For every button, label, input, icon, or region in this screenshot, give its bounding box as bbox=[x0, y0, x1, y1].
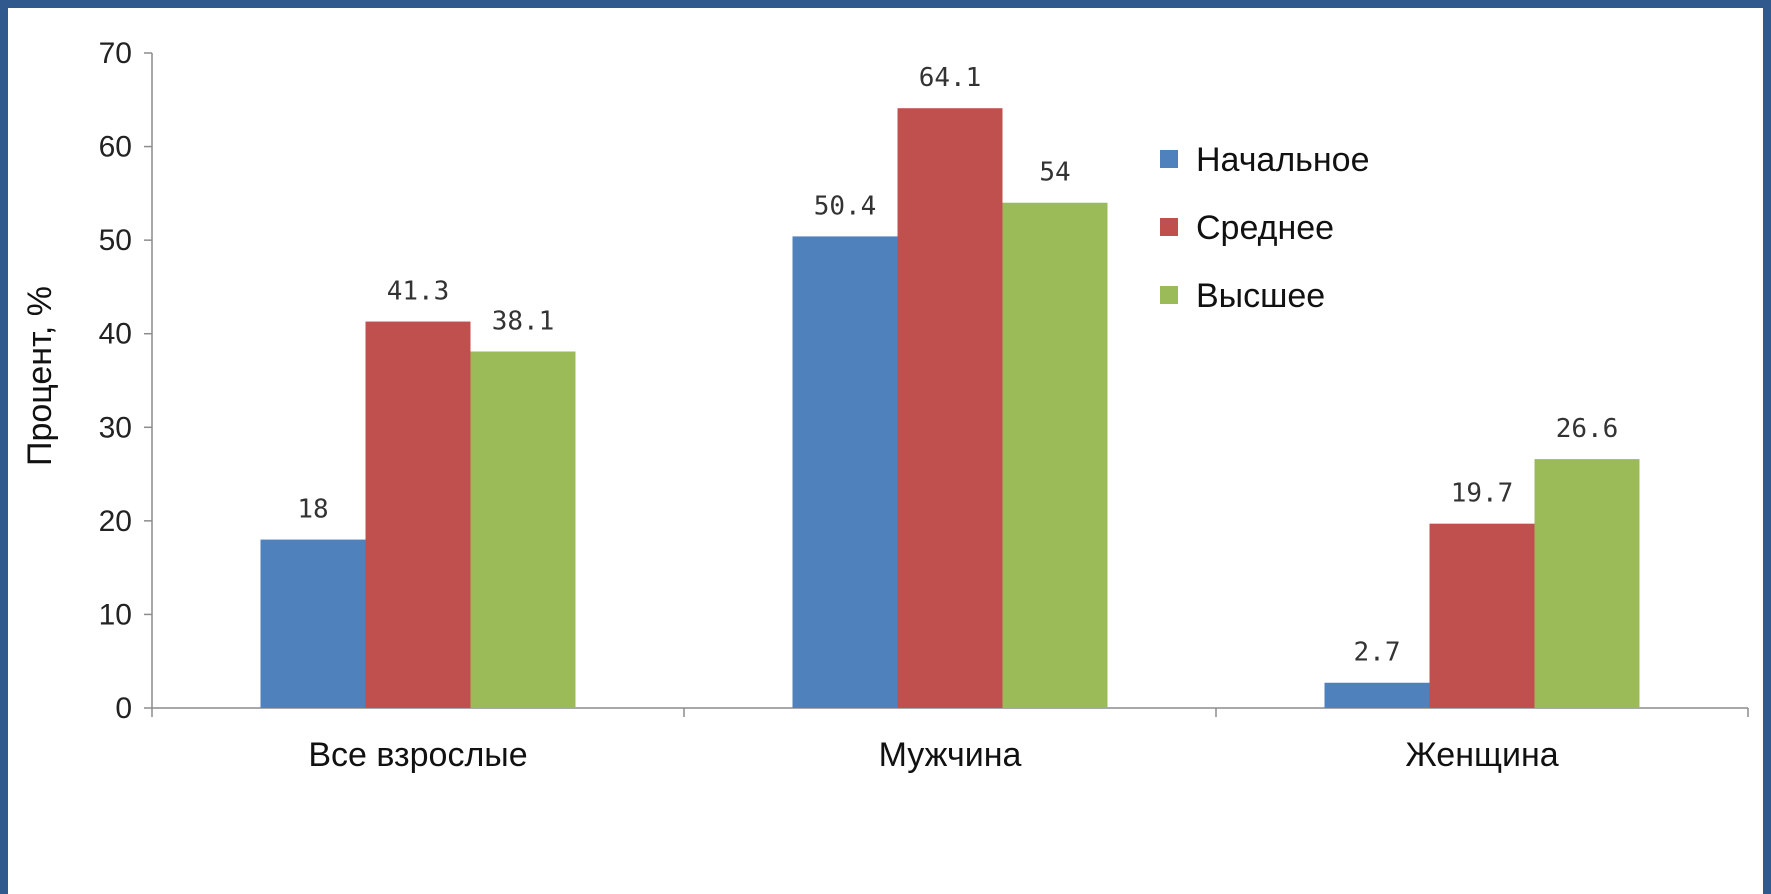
data-label: 41.3 bbox=[387, 277, 450, 307]
y-tick-label: 10 bbox=[99, 598, 132, 631]
y-tick-label: 50 bbox=[99, 224, 132, 257]
data-label: 50.4 bbox=[814, 191, 877, 221]
data-label: 64.1 bbox=[919, 63, 982, 93]
x-category-label: Женщина bbox=[1405, 736, 1558, 774]
bar bbox=[470, 351, 576, 708]
data-label: 19.7 bbox=[1451, 479, 1514, 509]
data-label: 2.7 bbox=[1354, 638, 1401, 668]
x-category-label: Все взрослые bbox=[308, 736, 527, 774]
chart-frame: Процент, % 0 10 20 30 40 50 60 70 Все взрослые Му… bbox=[8, 8, 1763, 894]
y-tick-label: 0 bbox=[115, 692, 132, 725]
y-tick-label: 60 bbox=[99, 131, 132, 164]
legend-label: Высшее bbox=[1196, 277, 1325, 315]
legend-swatch bbox=[1160, 286, 1178, 304]
bar bbox=[1429, 523, 1535, 708]
bar-chart: Процент, % 0 10 20 30 40 50 60 70 Все взрослые Му… bbox=[21, 37, 1749, 774]
axes: 0 10 20 30 40 50 60 70 Все взрослые Мужчина Женщин… bbox=[99, 37, 1749, 774]
y-tick-label: 20 bbox=[99, 505, 132, 538]
legend-swatch bbox=[1160, 218, 1178, 236]
bar bbox=[792, 236, 898, 708]
y-tick-label: 70 bbox=[99, 37, 132, 70]
bar bbox=[1324, 682, 1430, 708]
data-label: 54 bbox=[1039, 158, 1070, 188]
data-label: 26.6 bbox=[1556, 414, 1619, 444]
legend-swatch bbox=[1160, 150, 1178, 168]
y-tick-label: 40 bbox=[99, 318, 132, 351]
bar bbox=[365, 321, 471, 708]
bar bbox=[1534, 459, 1640, 708]
bar bbox=[260, 539, 366, 708]
data-labels: 18 41.3 38.1 50.4 64.1 54 2.7 19.7 26.6 bbox=[297, 63, 1618, 668]
bars bbox=[260, 108, 1640, 708]
legend-label: Среднее bbox=[1196, 209, 1334, 247]
y-tick-label: 30 bbox=[99, 411, 132, 444]
data-label: 18 bbox=[297, 495, 328, 525]
legend-label: Начальное bbox=[1196, 141, 1370, 179]
bar bbox=[897, 108, 1003, 708]
y-axis-title: Процент, % bbox=[21, 286, 59, 466]
legend: Начальное Среднее Высшее bbox=[1160, 141, 1370, 315]
x-category-label: Мужчина bbox=[879, 736, 1022, 774]
bar bbox=[1002, 202, 1108, 708]
data-label: 38.1 bbox=[492, 306, 555, 336]
